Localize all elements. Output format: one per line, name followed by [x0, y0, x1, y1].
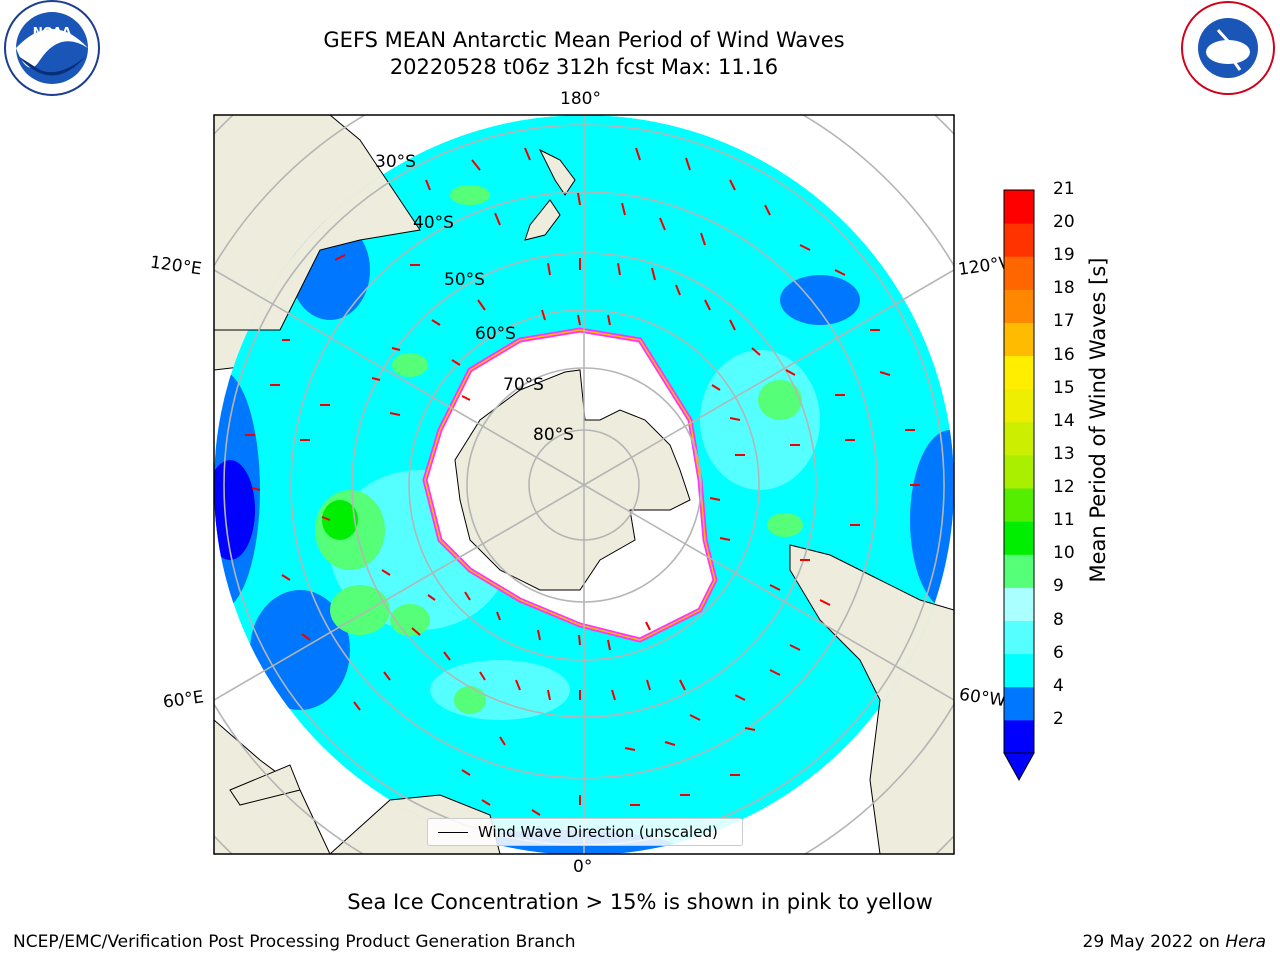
colorbar-tick-label: 10 — [1053, 543, 1075, 564]
colorbar-segment — [1004, 322, 1034, 357]
legend-entry: Wind Wave Direction (unscaled) — [478, 823, 718, 841]
colorbar-segment — [1004, 653, 1034, 688]
lat-label-60s: 60°S — [475, 324, 516, 344]
colorbar-tick-label: 19 — [1053, 245, 1075, 266]
colorbar-segment — [1004, 686, 1034, 721]
noaa-logo: NOAA — [4, 0, 100, 96]
colorbar-tick-label: 13 — [1053, 443, 1075, 464]
colorbar-tick-label: 12 — [1053, 477, 1075, 498]
lat-label-50s: 50°S — [444, 270, 485, 290]
colorbar-segment — [1004, 488, 1034, 522]
lat-label-70s: 70°S — [503, 375, 544, 395]
lat-label-40s: 40°S — [413, 213, 454, 233]
colorbar-tick-label: 14 — [1053, 410, 1075, 431]
colorbar-tick-label: 11 — [1053, 510, 1075, 531]
wind-wave-arrows — [245, 147, 920, 816]
colorbar-segment — [1004, 256, 1034, 290]
lon-label-0: 0° — [573, 857, 593, 877]
map-legend: Wind Wave Direction (unscaled) — [427, 818, 743, 846]
colorbar-label: Mean Period of Wind Waves [s] — [1086, 257, 1110, 583]
colorbar-segment — [1004, 388, 1034, 423]
colorbar-segment — [1004, 223, 1034, 257]
chart-subtitle: 20220528 t06z 312h fcst Max: 11.16 — [389, 55, 779, 79]
lat-label-30s: 30°S — [375, 152, 416, 172]
colorbar-tick-label: 16 — [1053, 344, 1075, 365]
colorbar-segment — [1004, 289, 1034, 323]
colorbar-tick-label: 18 — [1053, 278, 1075, 299]
colorbar-tick-label: 8 — [1053, 609, 1064, 630]
map-caption: Sea Ice Concentration > 15% is shown in … — [347, 890, 933, 914]
footer-date-text: 29 May 2022 on — [1082, 932, 1220, 952]
footer-branch: NCEP/EMC/Verification Post Processing Pr… — [13, 932, 576, 952]
lon-label-180: 180° — [560, 89, 601, 109]
colorbar-tick-label: 4 — [1053, 675, 1064, 696]
colorbar-segment — [1004, 521, 1034, 555]
colorbar-segment — [1004, 587, 1034, 622]
colorbar-tick-label: 15 — [1053, 377, 1075, 398]
colorbar-tick-label: 20 — [1053, 212, 1075, 233]
colorbar-segment — [1004, 355, 1034, 390]
colorbar-tick-label: 9 — [1053, 576, 1064, 597]
colorbar-segment — [1004, 620, 1034, 655]
colorbar-segment — [1004, 421, 1034, 456]
colorbar-tick-label: 17 — [1053, 311, 1075, 332]
colorbar-segment — [1004, 454, 1034, 489]
colorbar-tick-label: 6 — [1053, 642, 1064, 663]
svg-text:NOAA: NOAA — [33, 25, 72, 39]
colorbar-tick-label: 2 — [1053, 708, 1064, 729]
chart-title: GEFS MEAN Antarctic Mean Period of Wind … — [323, 28, 845, 52]
colorbar-segment — [1004, 190, 1034, 224]
footer-machine: Hera — [1225, 932, 1266, 952]
nws-logo — [1181, 1, 1275, 95]
footer-date: 29 May 2022 on Hera — [1083, 932, 1267, 952]
colorbar-segment — [1004, 719, 1034, 754]
lat-label-80s: 80°S — [533, 425, 574, 445]
legend-line-sample — [438, 832, 468, 833]
colorbar-segment — [1004, 554, 1034, 588]
colorbar-tick-label: 21 — [1053, 179, 1075, 199]
colorbar — [1003, 189, 1035, 782]
